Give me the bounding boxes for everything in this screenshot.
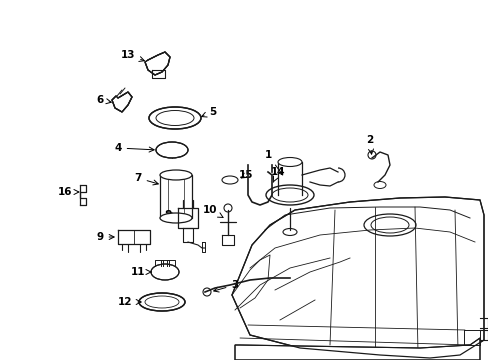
- Polygon shape: [235, 338, 479, 360]
- Text: 14: 14: [270, 167, 285, 182]
- Ellipse shape: [149, 107, 201, 129]
- Text: 13: 13: [121, 50, 144, 62]
- Ellipse shape: [278, 158, 302, 166]
- Text: 3: 3: [213, 280, 238, 292]
- Ellipse shape: [160, 213, 192, 223]
- Ellipse shape: [139, 293, 184, 311]
- Text: 4: 4: [114, 143, 154, 153]
- Text: 11: 11: [130, 267, 151, 277]
- Ellipse shape: [156, 142, 187, 158]
- Polygon shape: [231, 197, 483, 358]
- Text: 8: 8: [164, 210, 177, 220]
- Polygon shape: [145, 52, 170, 75]
- Text: 5: 5: [201, 107, 216, 117]
- Text: 9: 9: [96, 232, 114, 242]
- Text: 7: 7: [134, 173, 158, 185]
- Text: 12: 12: [118, 297, 141, 307]
- Text: 2: 2: [366, 135, 373, 154]
- Text: 10: 10: [203, 205, 223, 217]
- Ellipse shape: [151, 264, 179, 280]
- Text: 16: 16: [58, 187, 79, 197]
- Text: 15: 15: [238, 170, 253, 180]
- Text: 1: 1: [264, 150, 282, 175]
- Text: 6: 6: [96, 95, 111, 105]
- Ellipse shape: [160, 170, 192, 180]
- Polygon shape: [112, 92, 132, 112]
